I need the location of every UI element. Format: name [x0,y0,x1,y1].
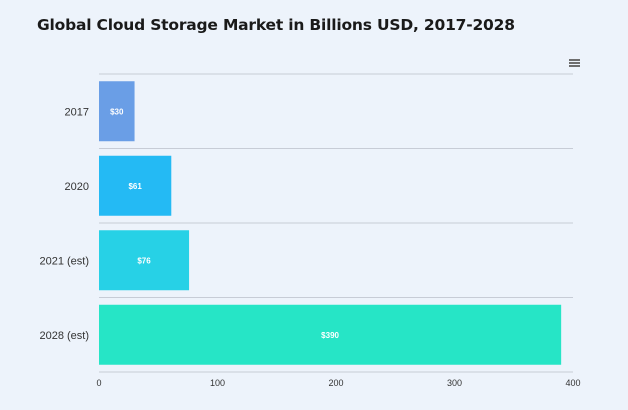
category-label: 2028 (est) [39,330,89,342]
x-tick-label: 300 [447,378,462,388]
bar [99,81,135,142]
bar [99,304,562,365]
category-label: 2021 (est) [39,255,89,267]
x-tick-label: 200 [328,378,343,388]
bar [99,230,190,291]
chart-title: Global Cloud Storage Market in Billions … [37,16,515,34]
data-label: $30 [110,107,124,116]
data-label: $61 [128,182,142,191]
hamburger-menu-icon-line [569,65,580,67]
bar [99,155,172,216]
hamburger-menu-icon-line [569,59,580,61]
x-tick-label: 100 [210,378,225,388]
x-tick-label: 400 [565,378,580,388]
data-label: $76 [137,256,151,265]
hamburger-menu-icon-line [569,62,580,64]
data-label: $390 [321,331,339,340]
category-label: 2020 [65,181,89,193]
chart-menu-button[interactable] [564,55,586,71]
category-label: 2017 [65,106,89,118]
x-tick-label: 0 [96,378,101,388]
